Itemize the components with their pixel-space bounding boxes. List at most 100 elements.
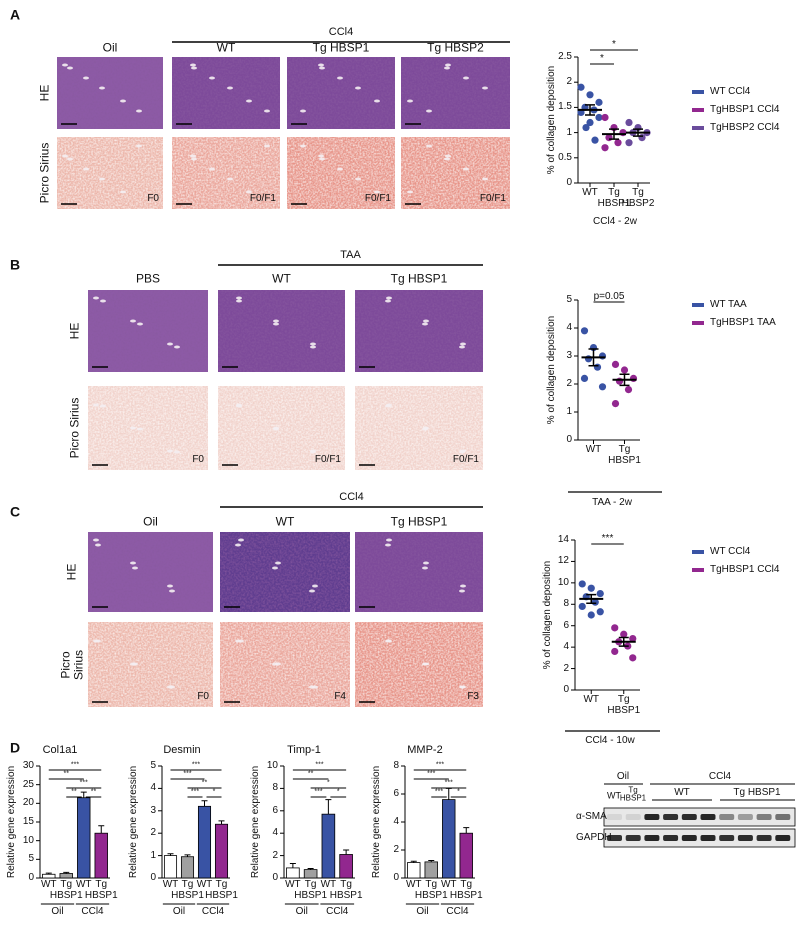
bar — [94, 832, 108, 879]
column-label: Tg HBSP1 — [390, 271, 448, 286]
blot-band — [719, 814, 735, 820]
blot-group: Oil — [616, 770, 630, 782]
y-tick-label: 8 — [563, 598, 569, 610]
row-label: Picro Sirius — [37, 142, 52, 204]
vessel — [130, 561, 136, 565]
vessel — [460, 342, 466, 346]
column-label: Oil — [102, 40, 118, 55]
blot-group: CCl4 — [708, 770, 732, 782]
histology-texture — [57, 137, 163, 209]
vessel — [426, 109, 432, 113]
blot-band — [644, 814, 660, 820]
x-tick-label: WT — [582, 187, 598, 198]
error-bar — [289, 862, 296, 868]
vessel — [174, 450, 180, 454]
vessel — [312, 584, 318, 588]
y-tick-label: 2.5 — [558, 50, 572, 62]
vessel — [300, 144, 306, 148]
vessel — [374, 190, 380, 194]
data-point — [625, 118, 633, 127]
error-bar — [218, 820, 225, 825]
data-point — [577, 83, 585, 91]
row-label: HE — [37, 84, 52, 102]
vessel — [319, 66, 325, 70]
y-tick-label: 2 — [393, 843, 399, 855]
error-bar — [80, 791, 87, 798]
y-tick-label: 2 — [566, 377, 572, 389]
vessel — [407, 190, 413, 194]
error-bar — [343, 849, 350, 855]
y-tick-label: 0 — [563, 683, 569, 695]
blot-band — [775, 814, 791, 820]
blot-band — [756, 814, 772, 820]
vessel — [309, 685, 315, 689]
significance-label: *** — [70, 761, 80, 769]
significance-label: ** — [307, 770, 314, 778]
y-tick-label: 8 — [393, 759, 399, 771]
histology-texture — [88, 532, 213, 612]
x-tick-label: WT — [285, 879, 301, 890]
column-label: WT — [216, 40, 236, 55]
bar — [59, 873, 73, 879]
blot-row-label: α-SMA — [576, 810, 607, 822]
vessel — [169, 685, 175, 689]
bar — [424, 861, 438, 879]
x-tick-label: WT — [162, 879, 179, 890]
data-point — [595, 98, 603, 106]
y-tick-label: 0 — [566, 433, 572, 445]
legend-label: WT CCl4 — [710, 545, 751, 557]
vessel — [120, 190, 126, 194]
vessel — [445, 154, 451, 158]
vessel — [137, 322, 143, 326]
bar — [339, 854, 353, 879]
x-tick-label: WT — [320, 879, 337, 890]
vessel — [310, 450, 316, 454]
vessel — [246, 99, 252, 103]
y-tick-label: 6 — [272, 804, 278, 816]
significance-label: ** — [71, 788, 77, 796]
x-axis-label: CCl4 - 2w — [593, 215, 637, 227]
blot-band — [737, 814, 753, 820]
vessel — [385, 543, 391, 547]
vessel — [459, 450, 465, 454]
y-tick-label: 10 — [557, 576, 569, 588]
y-tick-label: 1 — [150, 849, 156, 861]
vessel — [407, 99, 413, 103]
sem-bar — [585, 104, 595, 116]
x-tick-label: Tg HBSP1 — [84, 879, 118, 901]
vessel — [422, 322, 428, 326]
bar — [321, 813, 336, 879]
data-point — [611, 400, 620, 408]
vessel — [460, 584, 466, 588]
y-tick-label: 25 — [22, 778, 34, 790]
data-point — [595, 113, 603, 122]
data-point — [619, 129, 627, 137]
data-point — [586, 91, 594, 99]
fibrosis-stage: F0/F1 — [364, 192, 391, 204]
vessel — [130, 426, 136, 430]
blot-band — [681, 835, 697, 841]
vessel — [191, 66, 197, 70]
vessel — [137, 427, 143, 431]
y-axis-label: Relative gene expression — [249, 765, 261, 879]
bar — [42, 873, 56, 879]
group-label: Oil — [51, 905, 64, 917]
x-tick-label: WT — [405, 879, 422, 890]
fibrosis-stage: F3 — [467, 690, 479, 702]
vessel — [93, 538, 99, 542]
x-tick-label: Tg HBSP1 — [414, 879, 448, 901]
vessel — [273, 322, 279, 326]
vessel — [67, 157, 73, 161]
vessel — [227, 86, 233, 90]
bar — [442, 799, 456, 879]
y-tick-label: 2 — [566, 75, 572, 87]
vessel — [385, 299, 391, 303]
histology-texture — [355, 622, 483, 707]
bar — [180, 856, 195, 879]
vessel — [62, 63, 68, 67]
significance-label: * — [457, 788, 460, 796]
vessel — [300, 109, 306, 113]
y-axis-label: Relative gene expression — [127, 765, 139, 879]
data-point — [624, 386, 633, 394]
